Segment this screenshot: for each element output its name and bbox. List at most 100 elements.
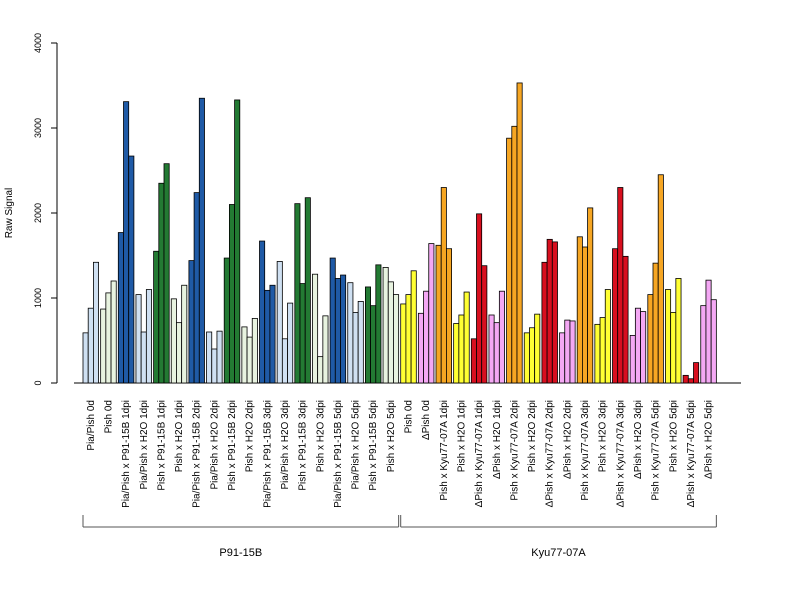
bar	[87, 307, 94, 384]
x-category-label: Pia/Pish x P91-15B 2dpi	[192, 400, 203, 508]
y-tick-label: 0	[33, 380, 43, 385]
bar	[463, 291, 470, 384]
bar	[251, 317, 258, 384]
bar	[417, 312, 424, 384]
bar	[587, 207, 594, 384]
bar	[211, 348, 218, 384]
group-brackets: P91-15B Kyu77-07A	[82, 515, 717, 559]
bar	[453, 323, 460, 384]
bar	[476, 213, 483, 384]
y-tick-label: 4000	[33, 33, 43, 53]
bar	[687, 378, 694, 384]
x-category-label: ΔPish x H2O 5dpi	[704, 400, 715, 479]
x-category-label: ΔPish 0d	[421, 400, 432, 440]
bar	[223, 257, 230, 384]
bar	[281, 338, 288, 384]
x-category-label: Pish x P91-15B 2dpi	[227, 400, 238, 491]
x-category-label: Pia/Pish x H2O 2dpi	[209, 400, 220, 490]
x-category-label: Pish 0d	[404, 400, 415, 433]
bar	[287, 302, 294, 384]
bar	[110, 280, 117, 384]
x-category-label: Pish x P91-15B 5dpi	[368, 400, 379, 491]
bar	[634, 307, 641, 384]
bar	[617, 187, 624, 384]
bar	[470, 338, 477, 384]
bar	[188, 260, 195, 384]
bar	[100, 308, 107, 384]
bar	[423, 290, 430, 384]
bar	[675, 278, 682, 384]
bar	[534, 313, 541, 384]
bar	[440, 187, 447, 384]
bar	[347, 282, 354, 384]
bar	[304, 197, 311, 384]
bar	[193, 192, 200, 384]
bar	[629, 334, 636, 384]
bar	[357, 300, 364, 384]
bar	[158, 182, 165, 384]
bar	[387, 281, 394, 384]
bars	[74, 82, 741, 384]
bar	[665, 289, 672, 384]
bar	[594, 323, 601, 384]
x-category-label: Pish x P91-15B 3dpi	[298, 400, 309, 491]
bar	[241, 326, 248, 384]
x-category-label: Pia/Pish x H2O 1dpi	[139, 400, 150, 490]
bar	[576, 236, 583, 384]
bar	[705, 279, 712, 384]
bar	[652, 262, 659, 384]
bar	[198, 97, 205, 384]
bar	[670, 312, 677, 384]
bar	[340, 274, 347, 384]
bar	[145, 289, 152, 384]
x-category-label: Pish x H2O 2dpi	[245, 400, 256, 472]
bar	[93, 261, 100, 384]
bar	[647, 294, 654, 384]
bar	[498, 290, 505, 384]
bar	[117, 232, 124, 384]
bar	[329, 257, 336, 384]
bar	[506, 137, 513, 384]
x-category-label: Pish x P91-15B 1dpi	[156, 400, 167, 491]
bar	[700, 305, 707, 384]
bar	[710, 299, 717, 384]
bar	[488, 314, 495, 384]
bar	[551, 241, 558, 384]
bar	[299, 283, 306, 384]
bar	[123, 101, 130, 384]
x-category-label: Pish x H2O 5dpi	[668, 400, 679, 472]
bar	[481, 265, 488, 384]
x-category-label: Pish x H2O 3dpi	[598, 400, 609, 472]
bar	[322, 315, 329, 384]
bar	[445, 248, 452, 384]
bar	[135, 294, 142, 384]
bar	[234, 99, 241, 384]
bar	[410, 270, 417, 384]
x-category-label: Pia/Pish x P91-15B 1dpi	[121, 400, 132, 508]
bar	[216, 330, 223, 384]
bar	[559, 332, 566, 384]
x-category-label: Pish x Kyu77-07A 5dpi	[651, 400, 662, 501]
bar	[163, 163, 170, 384]
bar	[269, 284, 276, 384]
x-category-label: Pia/Pish x P91-15B 3dpi	[262, 400, 273, 508]
bar	[405, 294, 412, 384]
bar	[400, 303, 407, 384]
x-category-label: ΔPish x H2O 2dpi	[562, 400, 573, 479]
bar	[599, 317, 606, 384]
bar	[612, 248, 619, 384]
y-tick-label: 1000	[33, 288, 43, 308]
group-label: Kyu77-07A	[531, 547, 586, 559]
x-category-label: Pia/Pish x H2O 3dpi	[280, 400, 291, 490]
bar	[176, 322, 183, 384]
bar	[582, 246, 589, 384]
bar	[564, 319, 571, 384]
x-category-label: ΔPish x Kyu77-07A 3dpi	[615, 400, 626, 507]
bar	[511, 125, 518, 384]
y-axis: 0 1000 2000 3000 4000	[33, 33, 58, 386]
x-category-label: ΔPish x Kyu77-07A 2dpi	[545, 400, 556, 507]
bar	[428, 243, 435, 384]
bar	[393, 294, 400, 384]
x-category-label: Pish x H2O 5dpi	[386, 400, 397, 472]
